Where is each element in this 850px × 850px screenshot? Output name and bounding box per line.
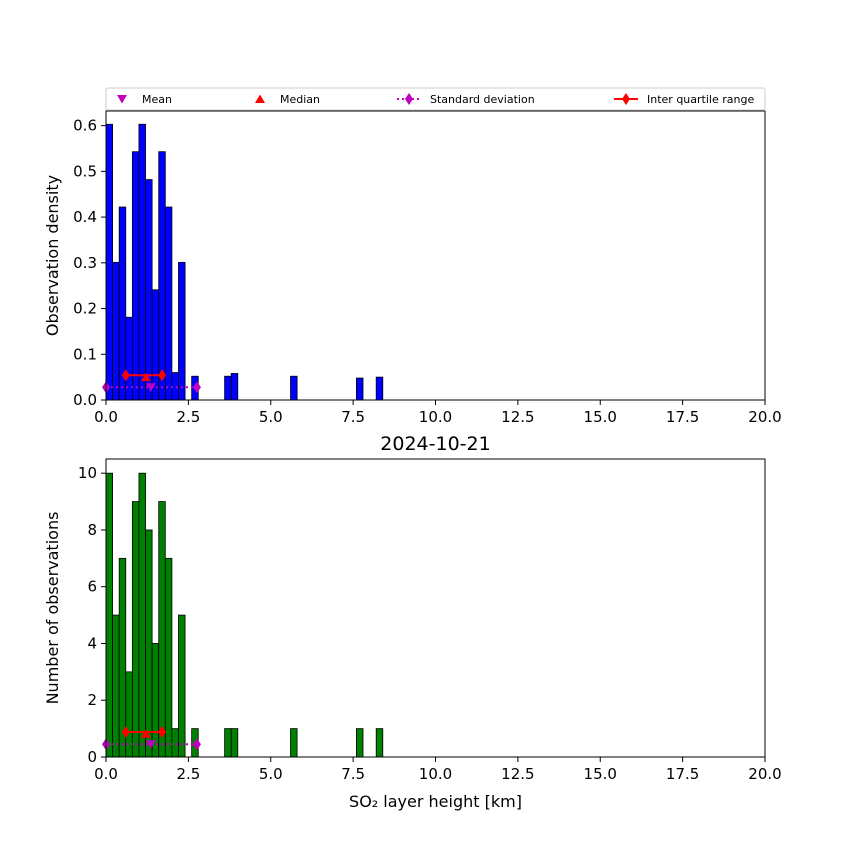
x-tick-label: 0.0	[94, 408, 118, 426]
histogram-bar	[290, 728, 298, 758]
legend-iqr-icon	[622, 93, 630, 105]
y-tick-label: 0.3	[73, 254, 97, 272]
y-axis-label: Observation density	[43, 175, 62, 336]
x-tick-label: 17.5	[666, 765, 699, 783]
legend-box	[105, 87, 766, 111]
histogram-bar	[131, 151, 140, 401]
histogram-bar	[375, 728, 384, 758]
histogram-bar	[158, 501, 166, 758]
x-tick-label: 12.5	[501, 765, 534, 783]
x-tick-label: 20.0	[748, 408, 781, 426]
histogram-bar	[356, 728, 364, 758]
y-tick-label: 0.5	[73, 162, 97, 180]
y-tick-label: 10	[78, 464, 97, 482]
chart-title: 2024-10-21	[380, 433, 490, 455]
y-tick-label: 4	[87, 634, 97, 652]
x-tick-label: 7.5	[341, 765, 365, 783]
y-tick-label: 6	[87, 578, 97, 596]
y-tick-label: 0.6	[73, 117, 97, 135]
histogram-bar	[375, 376, 384, 401]
x-tick-label: 17.5	[666, 408, 699, 426]
plot-frame	[105, 110, 766, 401]
histogram-bar	[356, 377, 364, 401]
count-histogram-panel: 0.0 2.5 5.0 7.5 10.0 12.5 15.0 17.5 20.0 0 2 4 6 8 10 N…	[43, 433, 782, 811]
y-tick-label: 2	[87, 691, 97, 709]
histogram-bar	[230, 728, 239, 758]
x-tick-label: 10.0	[419, 765, 452, 783]
histogram-bar	[105, 123, 113, 401]
legend-mean-icon	[117, 95, 127, 104]
histogram-bar	[138, 123, 146, 401]
y-tick-label: 0.1	[73, 345, 97, 363]
iqr-marker	[158, 726, 167, 739]
histogram-bar	[171, 728, 179, 758]
histogram-bar	[158, 151, 166, 401]
x-tick-label: 2.5	[176, 408, 200, 426]
x-tick-label: 5.0	[259, 765, 283, 783]
iqr-marker	[121, 369, 130, 382]
x-tick-label: 12.5	[501, 408, 534, 426]
y-tick-label: 0.2	[73, 300, 97, 318]
legend-std-icon	[405, 93, 413, 105]
histogram-bar	[178, 261, 186, 401]
histogram-bar	[105, 472, 113, 758]
histogram-bar	[178, 614, 186, 758]
y-tick-label: 0.4	[73, 208, 97, 226]
legend-label: Mean	[142, 93, 172, 106]
x-tick-label: 5.0	[259, 408, 283, 426]
iqr-marker	[158, 369, 167, 382]
median-marker	[140, 372, 151, 382]
y-axis-label: Number of observations	[43, 512, 62, 705]
legend: Mean Median Standard deviation Inter quarti…	[105, 87, 766, 111]
x-tick-label: 2.5	[176, 765, 200, 783]
histogram-bar	[138, 472, 146, 758]
median-marker	[140, 729, 151, 738]
y-tick-label: 8	[87, 521, 97, 539]
plot-frame	[105, 458, 766, 758]
histogram-bar	[112, 261, 120, 401]
histogram-bar	[145, 179, 153, 401]
histogram-bar	[224, 728, 232, 758]
x-axis-label: SO₂ layer height [km]	[349, 792, 522, 811]
std-dev-marker	[192, 738, 201, 751]
x-tick-label: 15.0	[584, 408, 617, 426]
histogram-bar	[164, 557, 173, 758]
histogram-bar	[145, 529, 153, 758]
std-dev-marker	[192, 381, 201, 394]
x-tick-label: 10.0	[419, 408, 452, 426]
histogram-bar	[164, 206, 173, 401]
mean-marker	[145, 383, 156, 392]
histogram-bar	[131, 501, 140, 758]
legend-median-icon	[255, 94, 265, 103]
x-tick-label: 0.0	[94, 765, 118, 783]
legend-label: Standard deviation	[430, 93, 535, 106]
x-tick-label: 20.0	[748, 765, 781, 783]
legend-label: Inter quartile range	[647, 93, 754, 106]
histogram-bar	[118, 557, 127, 758]
histogram-bar	[112, 614, 120, 758]
legend-label: Median	[280, 93, 320, 106]
histogram-bar	[224, 375, 232, 401]
histogram-bar	[230, 373, 239, 401]
histogram-bar	[151, 643, 160, 758]
mean-marker	[145, 740, 156, 749]
histogram-bar	[290, 375, 298, 401]
density-histogram-panel: 0.0 2.5 5.0 7.5 10.0 12.5 15.0 17.5 20.0 0.0 0.1 0.…	[43, 110, 782, 426]
y-tick-label: 0.0	[73, 391, 97, 409]
x-tick-label: 15.0	[584, 765, 617, 783]
y-tick-label: 0	[87, 748, 97, 766]
x-tick-label: 7.5	[341, 408, 365, 426]
iqr-marker	[121, 726, 130, 739]
